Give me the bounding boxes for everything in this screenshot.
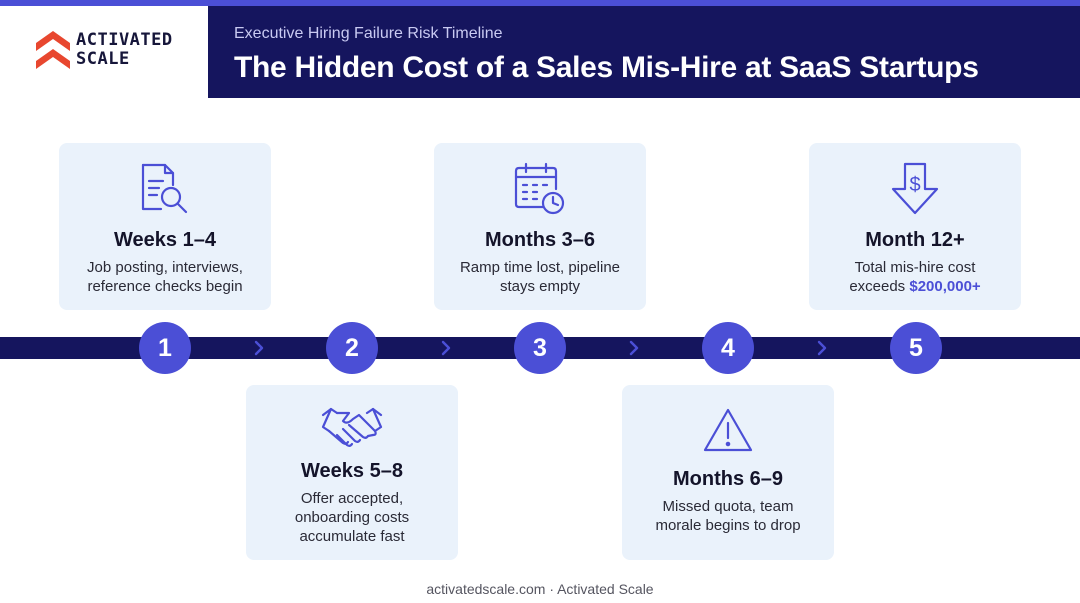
step-3-number-badge: 3: [514, 322, 566, 374]
step-5-description: Total mis-hire cost exceeds $200,000+: [809, 258, 1021, 296]
handshake-icon: [321, 407, 383, 447]
timeline-card-2: Weeks 5–8 Offer accepted, onboarding cos…: [246, 385, 458, 560]
step-5-cost-highlight: $200,000+: [909, 278, 981, 295]
top-accent-stripe: [0, 0, 1080, 6]
step-2-number-badge: 2: [326, 322, 378, 374]
step-2-title: Weeks 5–8: [301, 460, 403, 482]
step-5-number-badge: 5: [890, 322, 942, 374]
document-search-icon: [141, 163, 188, 214]
brand-logo: ACTIVATED SCALE: [36, 28, 173, 72]
step-5-desc-line1: Total mis-hire cost: [854, 259, 976, 276]
timeline-card-1: Weeks 1–4 Job posting, interviews, refer…: [59, 143, 271, 310]
step-4-number-badge: 4: [702, 322, 754, 374]
header-banner: Executive Hiring Failure Risk Timeline T…: [208, 6, 1080, 98]
step-3-title: Months 3–6: [484, 229, 596, 251]
step-1-title: Weeks 1–4: [114, 229, 216, 251]
step-4-desc-line2: morale begins to drop: [655, 517, 801, 534]
calendar-clock-icon: [514, 162, 565, 215]
step-5-desc-line2: exceeds $200,000+: [809, 277, 1021, 296]
timeline-card-4: Months 6–9 Missed quota, team morale beg…: [622, 385, 834, 560]
footer-credit: activatedscale.com · Activated Scale: [426, 581, 654, 597]
step-5-title: Month 12+: [865, 229, 965, 251]
dollar-down-arrow-icon: $: [891, 162, 939, 215]
step-5-desc-prefix: exceeds: [849, 278, 910, 295]
brand-name-line2: SCALE: [76, 49, 130, 69]
step-2-desc-line2: onboarding costs: [294, 509, 410, 526]
brand-wordmark: ACTIVATED SCALE: [76, 31, 173, 69]
warning-triangle-icon: [703, 408, 753, 452]
timeline-card-5: $ Month 12+ Total mis-hire cost exceeds …: [809, 143, 1021, 310]
svg-text:$: $: [909, 174, 920, 196]
timeline-card-3: Months 3–6 Ramp time lost, pipeline stay…: [434, 143, 646, 310]
header-subtitle: Executive Hiring Failure Risk Timeline: [234, 25, 503, 42]
step-1-desc-line2: reference checks begin: [87, 278, 243, 295]
header-title: The Hidden Cost of a Sales Mis-Hire at S…: [234, 51, 979, 84]
chevron-right-icon: [628, 337, 640, 359]
step-4-title: Months 6–9: [672, 468, 784, 490]
step-4-desc-line1: Missed quota, team: [662, 498, 794, 515]
step-3-desc-line2: stays empty: [499, 278, 581, 295]
chevron-right-icon: [253, 337, 265, 359]
chevron-right-icon: [816, 337, 828, 359]
brand-name-line1: ACTIVATED: [76, 30, 173, 50]
step-2-desc-line3: accumulate fast: [299, 528, 405, 545]
chevron-logo-icon: [36, 31, 70, 69]
step-4-description: Missed quota, team morale begins to drop: [622, 497, 834, 535]
step-1-description: Job posting, interviews, reference check…: [59, 258, 271, 296]
step-2-description: Offer accepted, onboarding costs accumul…: [246, 489, 458, 546]
step-1-number-badge: 1: [139, 322, 191, 374]
chevron-right-icon: [440, 337, 452, 359]
step-3-description: Ramp time lost, pipeline stays empty: [434, 258, 646, 296]
step-2-desc-line1: Offer accepted,: [300, 490, 404, 507]
step-1-desc-line1: Job posting, interviews,: [87, 259, 243, 276]
step-3-desc-line1: Ramp time lost, pipeline: [459, 259, 621, 276]
